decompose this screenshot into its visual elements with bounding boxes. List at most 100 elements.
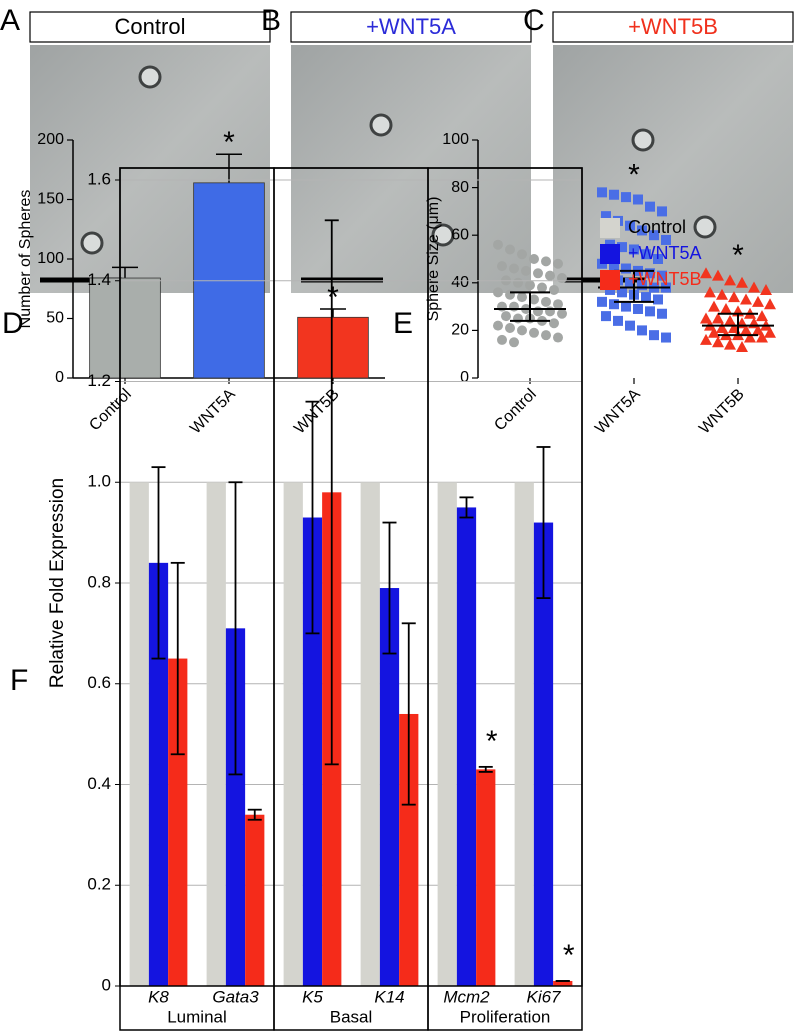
point — [724, 338, 736, 350]
significance: * — [327, 281, 339, 314]
point — [716, 288, 728, 300]
point — [529, 254, 539, 264]
point — [621, 301, 631, 312]
panel-letter: C — [523, 4, 545, 37]
bar — [206, 482, 226, 986]
point — [493, 320, 503, 331]
bar — [553, 980, 573, 986]
point — [505, 289, 515, 300]
point — [728, 291, 740, 303]
point — [517, 325, 527, 336]
cell — [369, 113, 393, 137]
point — [517, 249, 527, 260]
point — [653, 294, 663, 305]
x-tick-label: K8 — [148, 987, 169, 1006]
point — [501, 311, 511, 322]
bar — [379, 588, 400, 986]
point — [637, 325, 647, 336]
y-tick-label: 0 — [55, 369, 64, 386]
point — [649, 230, 659, 241]
point — [529, 294, 539, 305]
point — [553, 332, 563, 343]
bar — [168, 658, 188, 986]
point — [505, 323, 515, 334]
point — [637, 280, 647, 291]
point — [497, 261, 507, 272]
x-tick-label: K5 — [302, 987, 323, 1006]
point — [661, 332, 671, 343]
y-tick-label: 1.4 — [87, 270, 111, 289]
point — [497, 334, 507, 345]
point — [505, 244, 515, 255]
point — [625, 277, 635, 288]
point — [609, 189, 619, 200]
point — [509, 263, 519, 274]
point — [625, 220, 635, 231]
point — [621, 192, 631, 203]
point — [708, 326, 720, 338]
point — [533, 306, 543, 317]
point — [517, 292, 527, 303]
legend-swatch — [600, 218, 620, 238]
point — [657, 308, 667, 319]
point — [657, 206, 667, 217]
x-tick-label: Mcm2 — [443, 987, 490, 1006]
y-tick-label: 20 — [451, 322, 469, 339]
point — [724, 274, 736, 286]
point — [700, 333, 712, 345]
point — [641, 292, 651, 303]
legend-label: Control — [628, 217, 686, 237]
point — [601, 211, 611, 222]
legend-swatch — [600, 244, 620, 264]
point — [661, 234, 671, 245]
bar — [437, 482, 457, 986]
panel-letter: D — [2, 307, 24, 340]
x-tick-label: WNT5B — [291, 386, 343, 438]
y-tick-label: 80 — [451, 179, 469, 196]
y-tick-label: 1.2 — [87, 371, 111, 390]
significance: * — [223, 126, 235, 159]
point — [537, 282, 547, 293]
point — [744, 331, 756, 343]
point — [641, 249, 651, 260]
bar — [514, 482, 534, 986]
point — [609, 299, 619, 310]
group-label: Luminal — [167, 1007, 227, 1026]
point — [545, 270, 555, 281]
point — [521, 265, 531, 276]
x-tick-label: Control — [86, 386, 135, 435]
point — [633, 303, 643, 314]
point — [541, 330, 551, 341]
point — [525, 280, 535, 291]
point — [557, 308, 567, 319]
point — [549, 318, 559, 329]
cell — [631, 128, 655, 152]
x-tick-label: WNT5A — [187, 386, 239, 438]
y-tick-label: 60 — [451, 226, 469, 243]
panel-letter: A — [0, 4, 20, 37]
point — [541, 256, 551, 267]
point — [633, 194, 643, 205]
x-tick-label: Gata3 — [212, 987, 259, 1006]
point — [748, 281, 760, 293]
y-tick-label: 150 — [37, 191, 64, 208]
bar — [360, 482, 380, 986]
bar — [89, 277, 161, 379]
panel-header — [552, 11, 794, 43]
group-label: Proliferation — [460, 1007, 551, 1026]
point — [649, 330, 659, 341]
point — [756, 310, 768, 322]
y-tick-label: 0.6 — [87, 673, 111, 692]
legend-swatch — [600, 270, 620, 290]
point — [553, 299, 563, 310]
x-tick-label: K14 — [374, 987, 404, 1006]
point — [752, 324, 764, 336]
y-tick-label: 100 — [37, 250, 64, 267]
point — [529, 327, 539, 338]
bar — [302, 517, 323, 986]
point — [637, 225, 647, 236]
point — [712, 312, 724, 324]
group-label: Basal — [330, 1007, 373, 1026]
cell — [693, 215, 717, 239]
y-tick-label: 200 — [37, 131, 64, 148]
